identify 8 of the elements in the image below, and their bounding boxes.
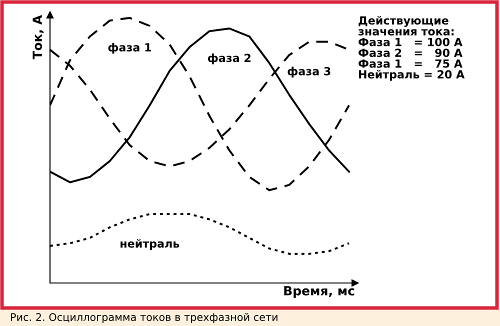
series-label: фаза 3 [288,66,330,78]
series-label: фаза 1 [108,42,152,54]
y-axis-title: Ток, А [32,15,44,60]
text: Действующие значения тока: Фаза 1 = 100 А Фаза 2 = 90 А Фаза 1 = 75 А Нейтраль = 20 А [358,16,465,81]
x-axis-title: Время, мс [284,286,354,298]
series-label: фаза 2 [208,54,250,64]
series-label: нейтраль [120,239,180,250]
text: Рис. 2. Осциллограмма токов в трехфазной сети [11,313,278,324]
